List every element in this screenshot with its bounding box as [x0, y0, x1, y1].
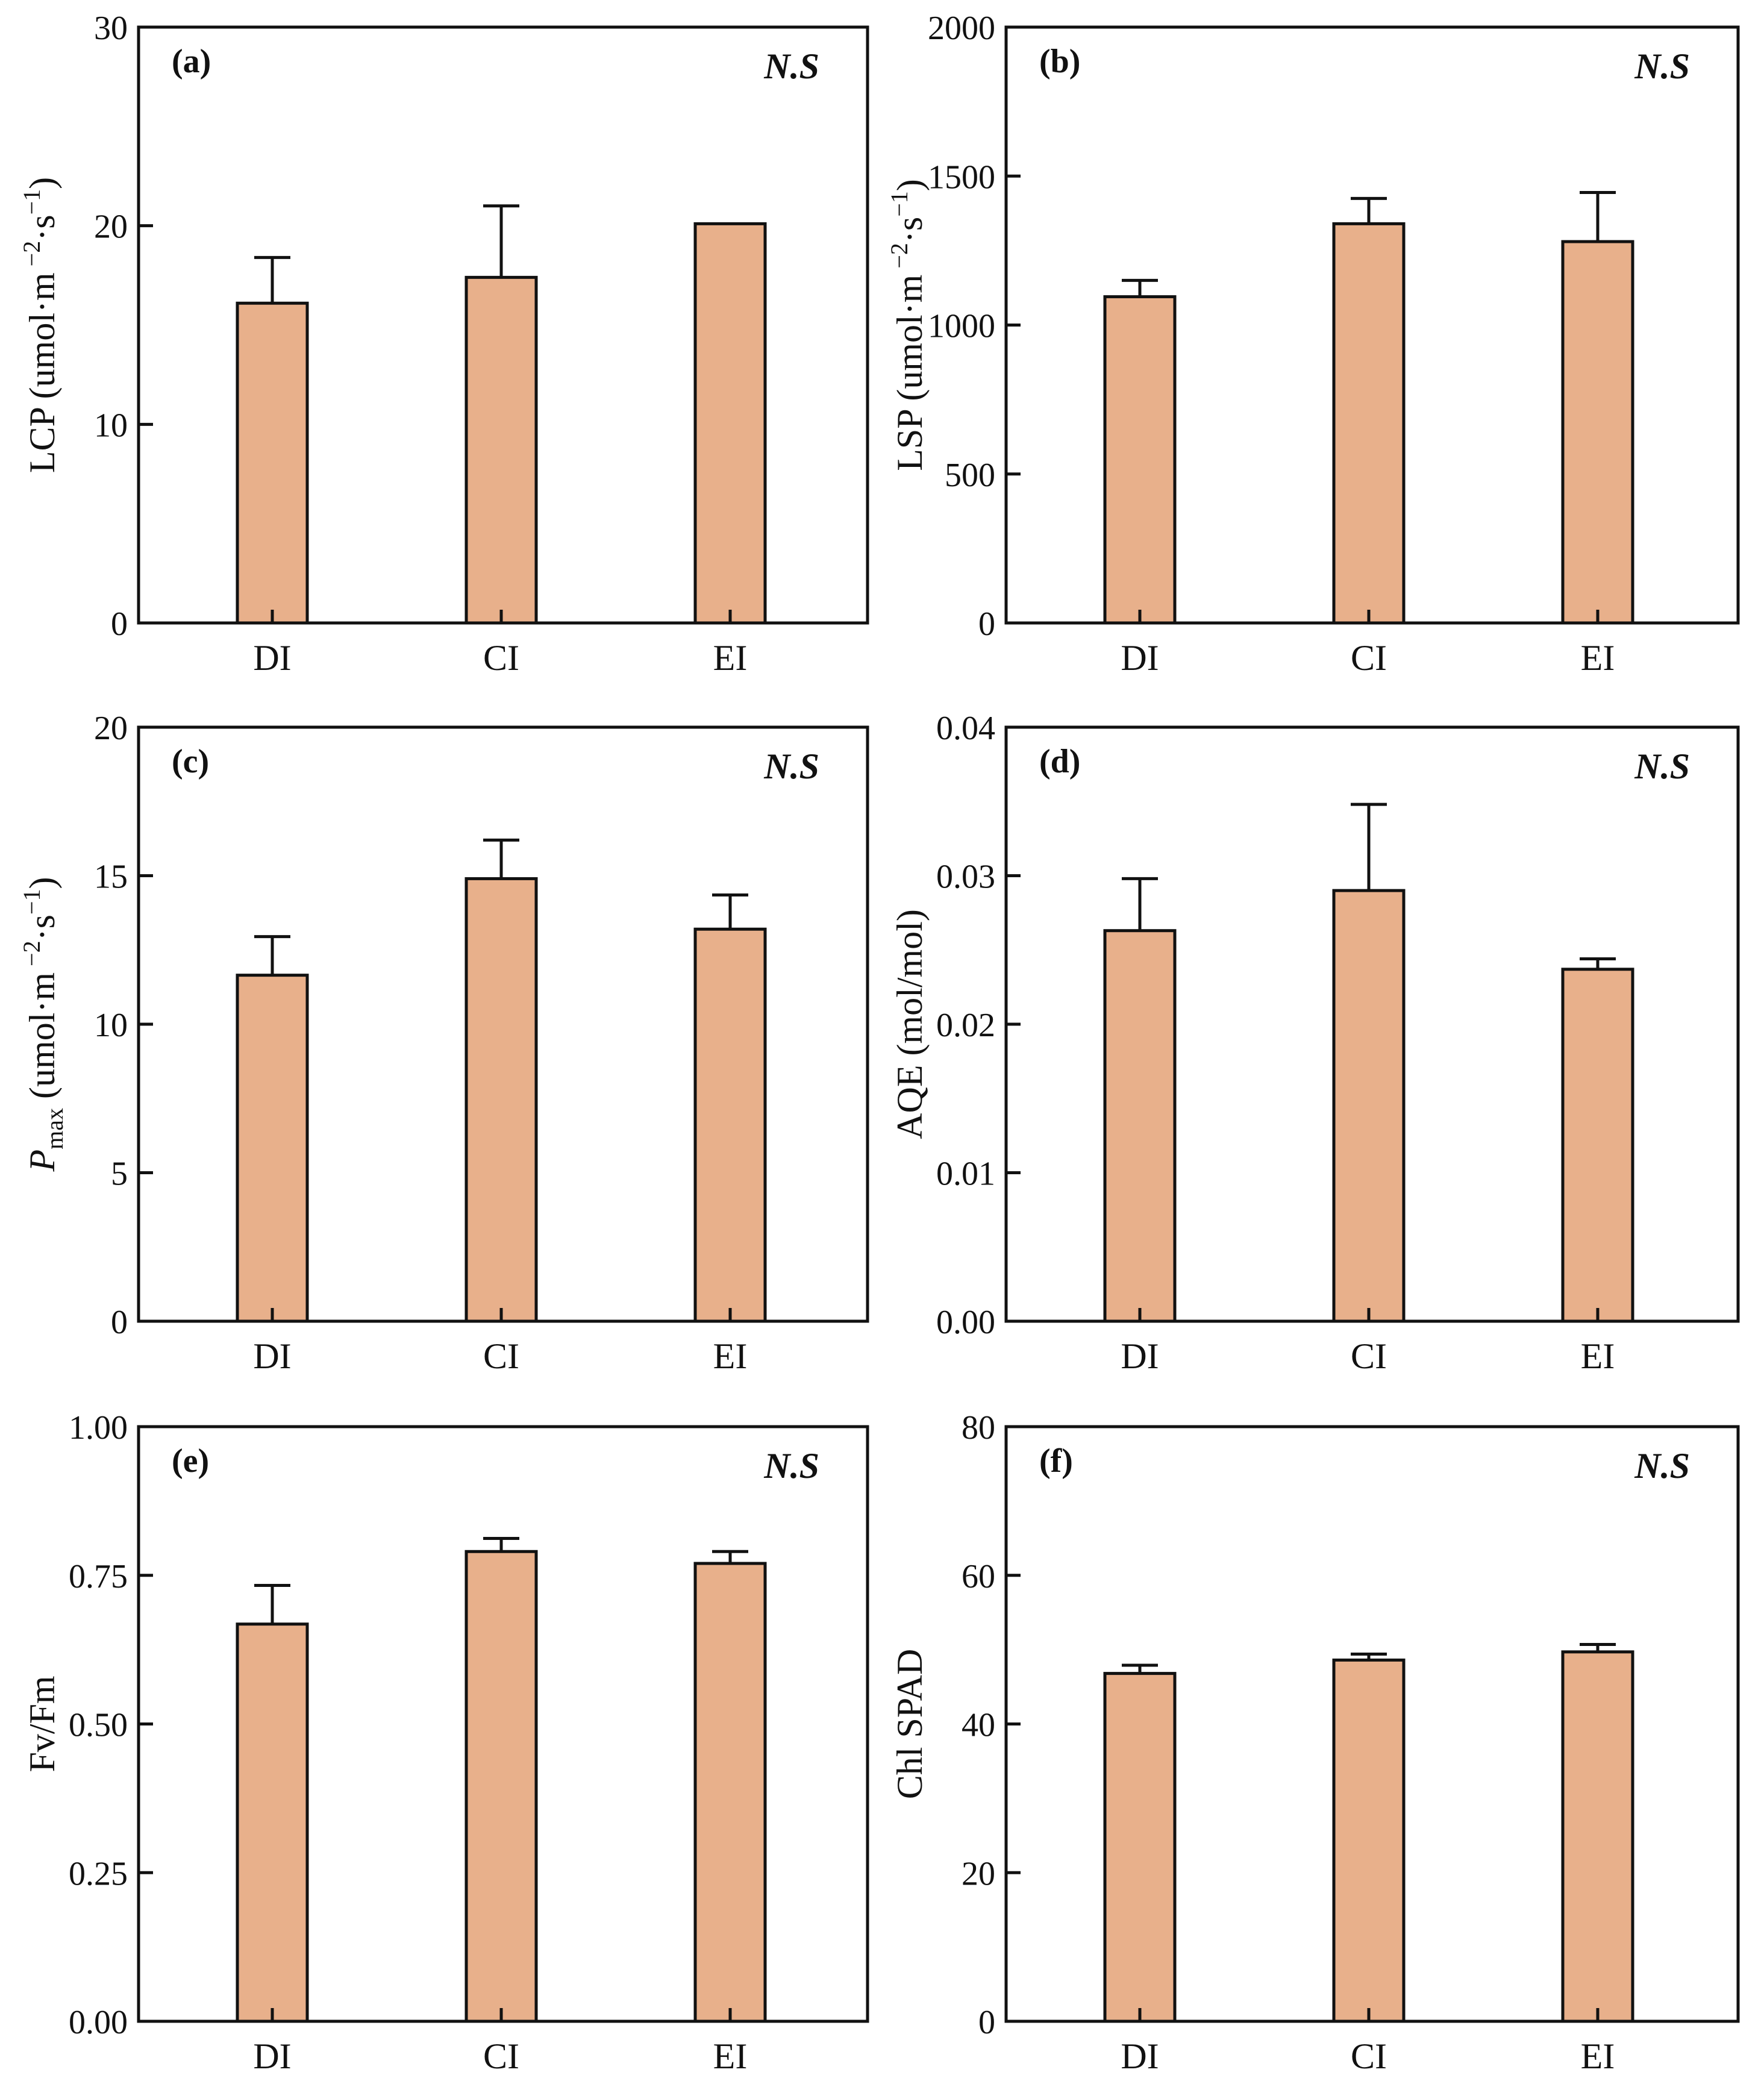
- bar-di: [236, 1622, 309, 2023]
- bar-ci: [1332, 1658, 1406, 2023]
- x-tick-label: DI: [253, 1336, 291, 1376]
- bar-ci: [1332, 222, 1406, 625]
- panel-label: (c): [172, 743, 209, 780]
- y-tick-label: 0.04: [936, 710, 995, 747]
- bar-di: [236, 301, 309, 625]
- y-axis-label: Chl SPAD: [890, 1649, 930, 1800]
- y-tick-label: 0: [978, 2004, 995, 2041]
- chart-panel-c: DI CI EI 0 5 10 15 20 (c) N.S Pmax (umol·m −2·s−1): [18, 710, 869, 1376]
- chart-panel-b: DI CI EI 0 500 1000 1500 2000 (b) N.S LSP (umol·m …: [886, 10, 1740, 678]
- x-tick-label: CI: [483, 638, 519, 678]
- y-tick-label: 0.00: [69, 2004, 128, 2041]
- significance-label: N.S: [763, 46, 819, 86]
- x-tick-label: EI: [1581, 638, 1615, 678]
- bar-di: [1103, 1672, 1177, 2023]
- bar-di: [1103, 929, 1177, 1323]
- x-tick-label: CI: [483, 1336, 519, 1376]
- x-tick-label: DI: [253, 638, 291, 678]
- y-tick-label: 0.01: [936, 1156, 995, 1193]
- bar-ei: [1561, 968, 1634, 1323]
- y-tick-label: 80: [962, 1409, 995, 1447]
- y-tick-label: 1500: [928, 158, 995, 196]
- y-tick-label: 500: [945, 457, 995, 494]
- y-tick-label: 1.00: [69, 1409, 128, 1447]
- y-tick-label: 0: [978, 605, 995, 643]
- x-tick-label: CI: [1351, 1336, 1387, 1376]
- x-tick-label: EI: [713, 2036, 748, 2076]
- bar-ei: [693, 927, 767, 1323]
- x-tick-label: EI: [713, 1336, 748, 1376]
- y-axis-label: Fv/Fm: [22, 1675, 62, 1772]
- y-tick-label: 0.25: [69, 1855, 128, 1892]
- y-tick-label: 0.02: [936, 1007, 995, 1044]
- x-tick-label: DI: [1121, 2036, 1159, 2076]
- significance-label: N.S: [763, 1446, 819, 1486]
- significance-label: N.S: [1634, 46, 1690, 86]
- bar-ei: [1561, 1650, 1634, 2023]
- y-tick-label: 10: [94, 407, 128, 444]
- significance-label: N.S: [763, 746, 819, 786]
- y-tick-label: 20: [94, 208, 128, 246]
- panel-label: (d): [1039, 743, 1080, 780]
- y-tick-label: 30: [94, 10, 128, 47]
- panel-label: (f): [1039, 1442, 1073, 1480]
- bar-di: [236, 974, 309, 1323]
- x-tick-label: CI: [1351, 638, 1387, 678]
- x-tick-label: DI: [253, 2036, 291, 2076]
- y-tick-label: 0.03: [936, 859, 995, 896]
- bar-ei: [1561, 240, 1634, 625]
- y-tick-label: 0.00: [936, 1304, 995, 1341]
- chart-panel-f: DI CI EI 0 20 40 60 80 (f) N.S Chl SPAD: [890, 1409, 1740, 2076]
- chart-panel-e: DI CI EI 0.00 0.25 0.50 0.75 1.00 (e) N.S Fv/Fm: [22, 1409, 869, 2076]
- y-axis-label: Pmax (umol·m −2·s−1): [18, 877, 68, 1172]
- y-tick-label: 40: [962, 1707, 995, 1744]
- bar-di: [1103, 295, 1177, 625]
- y-tick-label: 10: [94, 1007, 128, 1044]
- x-tick-label: EI: [713, 638, 748, 678]
- panel-label: (e): [172, 1442, 209, 1480]
- bar-ci: [464, 877, 538, 1323]
- bar-ei: [693, 1562, 767, 2023]
- y-tick-label: 0: [111, 605, 128, 643]
- y-tick-label: 2000: [928, 10, 995, 47]
- x-tick-label: CI: [1351, 2036, 1387, 2076]
- y-tick-label: 1000: [928, 308, 995, 345]
- chart-panel-a: DI CI EI 0 10 20 30 (a) N.S LCP (umol·m −2·s−1): [18, 10, 869, 678]
- x-tick-label: DI: [1121, 638, 1159, 678]
- x-tick-label: EI: [1581, 1336, 1615, 1376]
- panel-label: (a): [172, 43, 211, 80]
- y-tick-label: 20: [962, 1855, 995, 1892]
- y-tick-label: 0.50: [69, 1707, 128, 1744]
- y-axis-label: LSP (umol·m −2·s−1): [886, 179, 930, 471]
- y-tick-label: 20: [94, 710, 128, 747]
- y-axis-label: AQE (mol/mol): [890, 909, 930, 1139]
- y-tick-label: 15: [94, 859, 128, 896]
- y-tick-label: 0.75: [69, 1558, 128, 1595]
- y-tick-label: 5: [111, 1156, 128, 1193]
- bar-ei: [693, 222, 767, 625]
- chart-panel-d: DI CI EI 0.00 0.01 0.02 0.03 0.04 (d) N.S AQE (mol…: [890, 710, 1740, 1376]
- panel-label: (b): [1039, 43, 1080, 80]
- x-tick-label: DI: [1121, 1336, 1159, 1376]
- significance-label: N.S: [1634, 1446, 1690, 1486]
- x-tick-label: EI: [1581, 2036, 1615, 2076]
- plot-frame: [137, 25, 869, 625]
- y-tick-label: 60: [962, 1558, 995, 1595]
- y-axis-label: LCP (umol·m −2·s−1): [18, 177, 62, 473]
- significance-label: N.S: [1634, 746, 1690, 786]
- x-tick-label: CI: [483, 2036, 519, 2076]
- bar-ci: [464, 275, 538, 625]
- bar-ci: [1332, 889, 1406, 1323]
- y-tick-label: 0: [111, 1304, 128, 1341]
- bar-ci: [464, 1550, 538, 2023]
